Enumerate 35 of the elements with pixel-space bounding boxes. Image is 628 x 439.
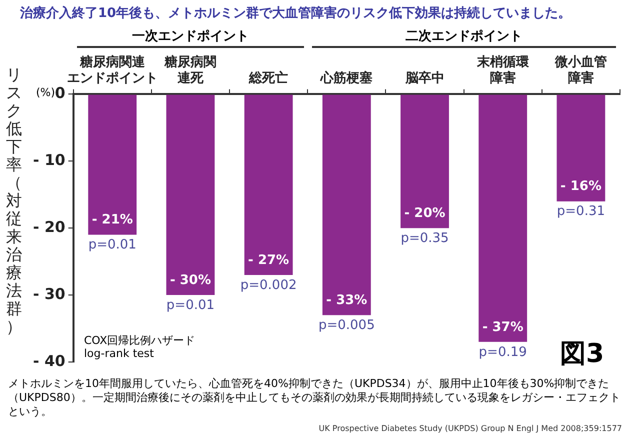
text: リスク低下率（対従来治療法群） <box>6 65 22 336</box>
x-tick-label: 末梢循環障害 <box>476 55 530 86</box>
annotation: p=0.01 <box>88 238 136 253</box>
y-tick-label: - 30 <box>32 284 66 303</box>
text: 二次エンドポイント <box>312 28 616 48</box>
annotation: p=0.19 <box>478 344 527 360</box>
y-tick-label: 0 <box>54 84 66 102</box>
annotation: p=0.005 <box>318 318 375 334</box>
data-label: - 20% <box>404 206 446 221</box>
annotation: p=0.01 <box>166 298 215 313</box>
data-label: - 33% <box>326 293 368 308</box>
y-tick-label: - 10 <box>32 151 66 170</box>
annotation: p=0.002 <box>240 278 297 293</box>
x-tick-label: 脳卒中 <box>404 70 444 86</box>
annotation: p=0.31 <box>556 204 605 220</box>
y-tick-label: - 40 <box>32 352 66 370</box>
x-tick-label: 糖尿病関連エンドポイント <box>66 54 158 86</box>
text: UK Prospective Diabetes Study (UKPDS) Group N Engl J Med 2008;359:1577 <box>318 424 622 433</box>
data-label: - 37% <box>482 320 524 335</box>
text: メトホルミンを10年間服用していたら、心血管死を40%抑制できた（UKPDS34）が、服用中止10年後も30%抑制できた（UKPDS80）。一定期間治療後にその薬剤を中止してもその薬剤の効果が長期間持続している現象をレガシー・エフェクトという。 <box>8 377 622 419</box>
data-label: - 21% <box>92 212 133 228</box>
data-label: - 27% <box>248 252 290 268</box>
annotation: 図3 <box>560 338 604 371</box>
x-tick-label: 心筋梗塞 <box>320 70 373 86</box>
annotation: p=0.35 <box>400 230 449 246</box>
y-tick-label: - 20 <box>32 218 66 236</box>
chart-title: 治療介入終了10年後も、メトホルミン群で大血管障害のリスク低下効果は持続していました。 <box>20 4 572 22</box>
data-label: - 16% <box>560 179 602 194</box>
text: (%) <box>36 86 56 99</box>
annotation: COX回帰比例ハザード log-rank test <box>84 334 196 360</box>
text: 一次エンドポイント <box>77 28 304 48</box>
x-tick-label: 微小血管障害 <box>554 55 607 86</box>
x-tick-label: 糖尿病関連死 <box>163 54 216 86</box>
data-label: - 30% <box>170 272 211 288</box>
x-tick-label: 総死亡 <box>248 70 288 86</box>
